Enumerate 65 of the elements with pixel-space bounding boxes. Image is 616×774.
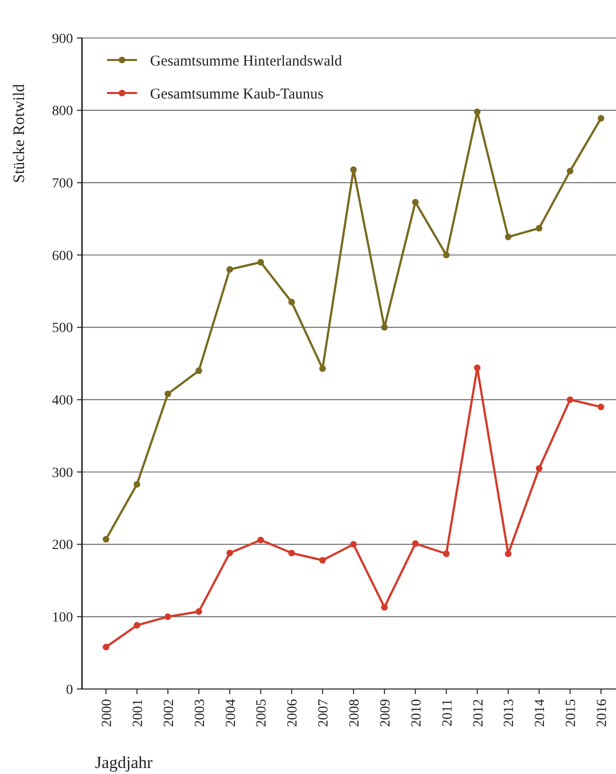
- point: [319, 556, 326, 564]
- y-tick-label: 0: [66, 682, 73, 698]
- point: [257, 536, 264, 544]
- x-tick-label: 2004: [224, 699, 239, 727]
- point: [196, 608, 202, 615]
- point: [536, 224, 542, 232]
- point: [412, 198, 419, 206]
- x-tick-label: 2006: [286, 699, 301, 727]
- point: [381, 324, 388, 331]
- x-tick-label: 2002: [162, 699, 177, 727]
- point: [226, 550, 234, 556]
- point: [474, 108, 481, 116]
- point: [164, 613, 172, 620]
- y-tick-label: 300: [52, 466, 73, 481]
- point: [566, 168, 574, 174]
- x-tick-label: 2000: [100, 699, 115, 727]
- point: [164, 390, 172, 398]
- legend-label: Gesamtsumme Kaub-Taunus: [150, 86, 324, 102]
- x-tick-label: 2012: [471, 699, 486, 727]
- point: [598, 404, 604, 410]
- point: [288, 550, 295, 556]
- point: [474, 364, 481, 372]
- y-tick-label: 800: [52, 104, 73, 120]
- y-tick-label: 900: [52, 32, 73, 47]
- y-tick-label: 700: [52, 176, 73, 192]
- x-tick-label: 2014: [533, 699, 548, 727]
- x-tick-label: 2007: [316, 699, 332, 727]
- point: [566, 396, 574, 403]
- x-tick-label: 2008: [348, 699, 362, 727]
- x-tick-label: 2016: [595, 699, 610, 727]
- y-axis-title: Stücke Rotwild: [11, 84, 28, 184]
- point: [134, 480, 140, 488]
- point: [350, 166, 357, 173]
- point: [319, 365, 326, 372]
- point: [504, 234, 512, 240]
- x-tick-label: 2015: [564, 699, 580, 727]
- point: [196, 367, 202, 374]
- y-tick-label: 100: [52, 610, 73, 626]
- x-axis-title: Jagdjahr: [95, 753, 153, 772]
- y-tick-label: 200: [52, 538, 73, 554]
- x-tick-label: 2003: [192, 699, 208, 727]
- y-tick-label: 400: [52, 394, 73, 409]
- point: [443, 550, 450, 558]
- point: [102, 644, 110, 650]
- point: [350, 541, 357, 548]
- point: [381, 604, 388, 611]
- point: [226, 266, 234, 273]
- x-tick-label: 2013: [502, 699, 518, 727]
- x-tick-label: 2010: [409, 699, 424, 727]
- legend-label: Gesamtsumme Hinterlandswald: [150, 53, 343, 70]
- x-tick-label: 2009: [378, 699, 394, 727]
- point: [598, 114, 604, 122]
- point: [102, 536, 110, 543]
- point: [134, 622, 140, 629]
- point: [412, 540, 419, 547]
- point: [504, 550, 512, 558]
- y-tick-label: 600: [52, 248, 73, 264]
- point: [288, 298, 295, 306]
- y-tick-label: 500: [52, 321, 73, 336]
- point: [443, 252, 450, 258]
- x-tick-label: 2011: [440, 699, 456, 726]
- x-tick-label: 2001: [130, 699, 146, 727]
- point: [257, 258, 264, 266]
- x-tick-label: 2005: [254, 699, 270, 727]
- point: [536, 465, 542, 472]
